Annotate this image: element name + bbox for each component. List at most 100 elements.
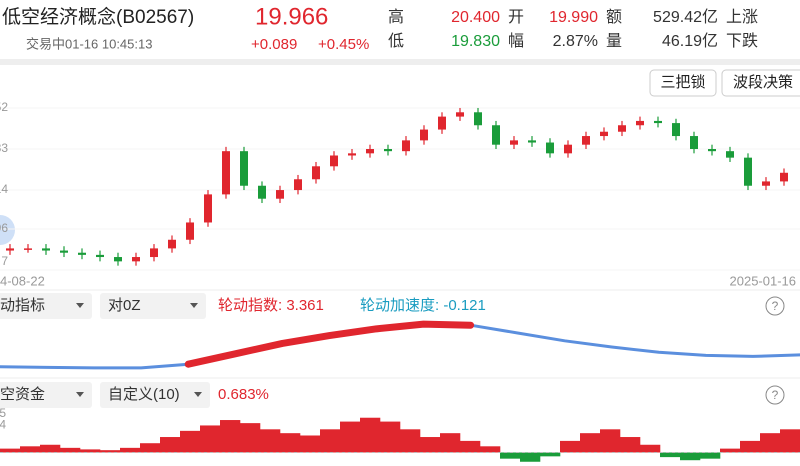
fund-bar	[640, 444, 661, 453]
stat: 下跌	[726, 32, 758, 50]
candle-body	[780, 172, 788, 182]
selector-label[interactable]: 对0Z	[108, 297, 141, 314]
selector[interactable]	[0, 293, 92, 319]
indicator-line	[0, 323, 800, 370]
dropdown-arrow[interactable]	[76, 392, 84, 397]
y-tick-label: 5	[0, 406, 6, 420]
button-frame[interactable]	[721, 69, 800, 97]
help-icon[interactable]	[765, 385, 785, 405]
candle-body	[114, 257, 122, 262]
fund-bar	[180, 430, 201, 453]
button-label[interactable]: 三把锁	[660, 74, 705, 91]
dropdown-arrow[interactable]	[194, 392, 202, 397]
candle-body	[150, 248, 158, 258]
change: +0.089	[251, 36, 297, 53]
stat: 19.830	[451, 33, 500, 50]
fund-bar	[680, 452, 701, 461]
fund-bar	[300, 435, 321, 453]
fund-bar	[660, 452, 681, 458]
candle-body	[60, 250, 68, 253]
button[interactable]: 波段决策	[721, 69, 800, 97]
candle-body	[510, 140, 518, 145]
candle-body	[618, 125, 626, 132]
indicator-label: 轮动加速度: -0.121	[360, 297, 486, 314]
button-label[interactable]: 波段决策	[733, 74, 793, 91]
help-icon[interactable]	[765, 296, 785, 316]
stat: 2.87%	[553, 33, 598, 50]
button-frame[interactable]	[649, 69, 717, 97]
fund-bar	[540, 452, 561, 457]
x-label: 2025-01-16	[730, 273, 797, 288]
stat: 上涨	[726, 8, 758, 26]
fund-bar	[360, 417, 381, 453]
cursor-handle[interactable]	[0, 215, 15, 245]
fund-bar	[280, 433, 301, 453]
candle-body	[78, 252, 86, 255]
fund-bar	[20, 446, 41, 453]
selector-label[interactable]: 空资金	[0, 386, 45, 403]
candle-body	[96, 254, 104, 258]
candle-body	[168, 239, 176, 249]
candle-body	[258, 185, 266, 199]
candle-body	[690, 136, 698, 150]
candle-body	[24, 248, 32, 250]
stat: 20.400	[451, 9, 500, 26]
fund-bar	[480, 446, 501, 453]
fund-bar	[700, 452, 721, 459]
fund-bar	[160, 437, 181, 453]
candle-body	[366, 149, 374, 154]
candle-body	[222, 151, 230, 195]
price: 19.966	[255, 3, 328, 30]
stat: 46.19亿	[662, 32, 718, 50]
fund-bar	[620, 437, 641, 453]
fund-bar	[520, 452, 541, 462]
stat: 幅	[508, 32, 524, 50]
candle-body	[6, 248, 14, 251]
candle-body	[384, 149, 392, 152]
candle-body	[636, 120, 644, 126]
candle-body	[492, 125, 500, 145]
y-tick-label: 33	[0, 141, 8, 155]
dropdown-arrow[interactable]	[190, 303, 198, 308]
y-tick-label: 7	[1, 254, 8, 268]
stat: 量	[606, 33, 622, 50]
selector[interactable]	[100, 382, 210, 408]
candle-body	[456, 112, 464, 117]
candle-body	[726, 151, 734, 158]
y-tick-label: 96	[0, 221, 8, 235]
fund-bar	[40, 444, 61, 453]
fund-bar	[240, 423, 261, 453]
y-tick-label: 52	[0, 100, 8, 114]
selector[interactable]	[100, 293, 206, 319]
candle-body	[330, 155, 338, 167]
y-tick-label: 14	[0, 182, 8, 196]
selector[interactable]	[0, 382, 92, 408]
stat: 高	[388, 8, 404, 26]
help-label[interactable]: ?	[772, 299, 779, 313]
fund-bar	[400, 429, 421, 453]
button[interactable]: 三把锁	[649, 69, 717, 97]
x-label: 4-08-22	[0, 273, 45, 288]
fund-bar	[0, 448, 21, 453]
candle-body	[294, 179, 302, 191]
candle-body	[708, 149, 716, 152]
fund-bar	[460, 440, 481, 453]
stat: 低	[388, 32, 404, 50]
selector-label[interactable]: 动指标	[0, 297, 45, 314]
indicator-line	[184, 320, 475, 368]
candle-body	[276, 190, 284, 199]
candle-body	[546, 142, 554, 154]
fund-bar	[780, 429, 800, 453]
help-label[interactable]: ?	[772, 388, 779, 402]
selector-label[interactable]: 自定义(10)	[108, 386, 180, 403]
candle-body	[600, 131, 608, 137]
dropdown-arrow[interactable]	[76, 303, 84, 308]
fund-bar	[340, 421, 361, 453]
candle-body	[474, 112, 482, 126]
fund-bar	[440, 433, 461, 453]
candle-body	[312, 166, 320, 180]
fund-bar	[420, 437, 441, 453]
fund-bar	[100, 450, 121, 453]
status: 交易中01-16 10:45:13	[26, 36, 152, 51]
title: 低空经济概念(B02567)	[2, 5, 194, 28]
